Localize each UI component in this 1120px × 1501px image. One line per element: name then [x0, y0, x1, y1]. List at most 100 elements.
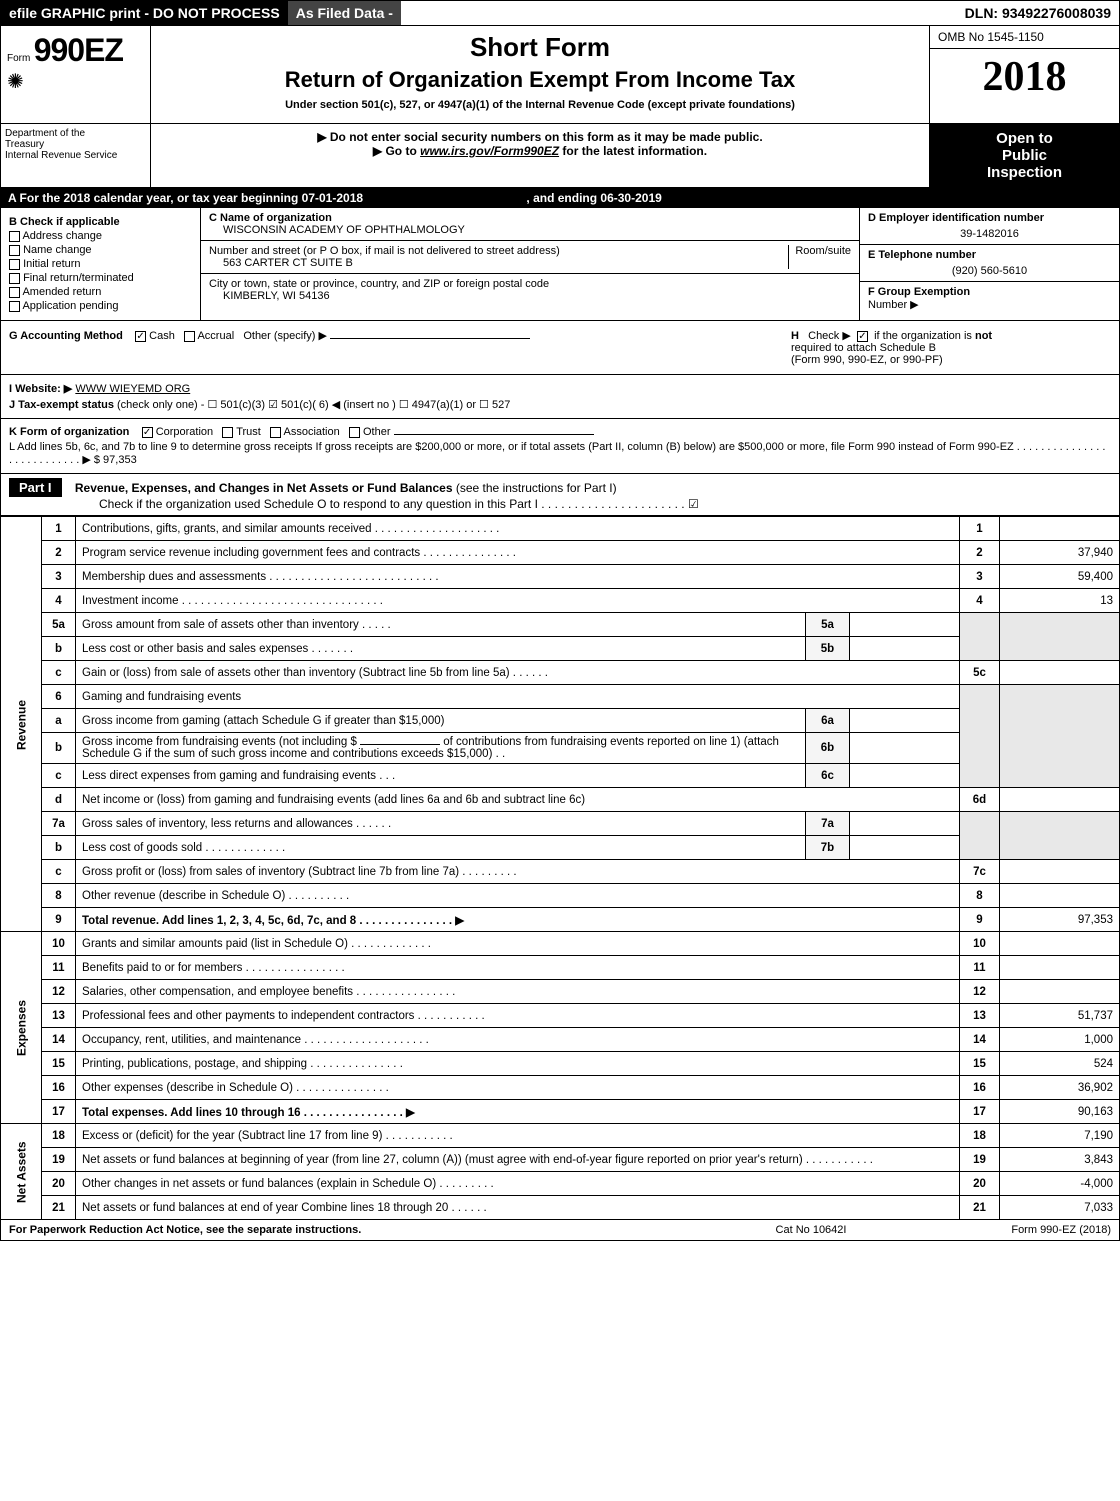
line-amt: 37,940 [1000, 541, 1120, 565]
line-3: 3 Membership dues and assessments . . . … [1, 565, 1120, 589]
org-address: 563 CARTER CT SUITE B [209, 257, 353, 269]
b-item-2: Initial return [9, 258, 192, 270]
line-13: 13 Professional fees and other payments … [1, 1004, 1120, 1028]
line-desc: Other expenses (describe in Schedule O) … [76, 1076, 960, 1100]
line-num: 14 [42, 1028, 76, 1052]
dept-label: Department of the Treasury Internal Reve… [1, 124, 151, 187]
line-num: 5a [42, 613, 76, 637]
sub-ref: 6b [806, 733, 850, 764]
addr-block: Number and street (or P O box, if mail i… [209, 245, 782, 269]
dept-line-3: Internal Revenue Service [5, 150, 146, 161]
line-10: Expenses 10 Grants and similar amounts p… [1, 932, 1120, 956]
org-name: WISCONSIN ACADEMY OF OPHTHALMOLOGY [209, 224, 851, 236]
h-text-2: if the organization is [874, 330, 975, 342]
checkbox-icon[interactable] [857, 331, 868, 342]
b-item-4-label: Amended return [22, 286, 101, 298]
shade-cell [1000, 812, 1120, 860]
line-num: c [42, 764, 76, 788]
checkbox-icon[interactable] [9, 287, 20, 298]
checkbox-icon[interactable] [184, 331, 195, 342]
line-6b: b Gross income from fundraising events (… [1, 733, 1120, 764]
dept-line-1: Department of the [5, 128, 146, 139]
f-row: F Group Exemption Number ▶ [860, 282, 1119, 315]
line-desc: Other changes in net assets or fund bala… [76, 1172, 960, 1196]
k-other-blank[interactable] [394, 434, 594, 435]
line-amt [1000, 932, 1120, 956]
checkbox-icon[interactable] [9, 259, 20, 270]
checkbox-icon[interactable] [9, 273, 20, 284]
c-city-label: City or town, state or province, country… [209, 278, 851, 290]
shade-cell [960, 812, 1000, 860]
goto-link[interactable]: www.irs.gov/Form990EZ [420, 144, 559, 158]
line-11: 11 Benefits paid to or for members . . .… [1, 956, 1120, 980]
line-amt: 51,737 [1000, 1004, 1120, 1028]
line-desc: Gaming and fundraising events [76, 685, 960, 709]
shade-cell [1000, 685, 1120, 788]
line-ref: 16 [960, 1076, 1000, 1100]
topbar-spacer [401, 1, 957, 25]
row-a: A For the 2018 calendar year, or tax yea… [0, 188, 1120, 208]
c-name-row: C Name of organization WISCONSIN ACADEMY… [201, 208, 859, 241]
line-18: Net Assets 18 Excess or (deficit) for th… [1, 1124, 1120, 1148]
line-desc: Less direct expenses from gaming and fun… [76, 764, 806, 788]
revenue-side-label: Revenue [1, 517, 42, 932]
checkbox-icon[interactable] [9, 231, 20, 242]
lines-table: Revenue 1 Contributions, gifts, grants, … [0, 516, 1120, 1220]
line-num: 15 [42, 1052, 76, 1076]
line-desc: Occupancy, rent, utilities, and maintena… [76, 1028, 960, 1052]
sub-ref: 5b [806, 637, 850, 661]
g-other-blank[interactable] [330, 338, 530, 339]
line-ref: 7c [960, 860, 1000, 884]
line-num: d [42, 788, 76, 812]
checkbox-icon[interactable] [349, 427, 360, 438]
line-num: 3 [42, 565, 76, 589]
checkbox-icon[interactable] [222, 427, 233, 438]
line-desc: Gross income from gaming (attach Schedul… [76, 709, 806, 733]
line-desc: Net assets or fund balances at beginning… [76, 1148, 960, 1172]
shade-cell [1000, 613, 1120, 661]
section-gh: G Accounting Method Cash Accrual Other (… [0, 321, 1120, 375]
sub-val [850, 613, 960, 637]
checkbox-icon[interactable] [9, 301, 20, 312]
line-num: 11 [42, 956, 76, 980]
line-6d: d Net income or (loss) from gaming and f… [1, 788, 1120, 812]
h-row: H Check ▶ if the organization is not req… [791, 329, 1111, 366]
line-desc: Professional fees and other payments to … [76, 1004, 960, 1028]
sub-ref: 7b [806, 836, 850, 860]
dln-label: DLN: 93492276008039 [957, 1, 1119, 25]
open-2: Public [934, 147, 1115, 164]
line-6b-blank[interactable] [360, 744, 440, 745]
form-id-box: Form 990EZ ✺ [1, 26, 151, 123]
checkbox-icon[interactable] [270, 427, 281, 438]
checkbox-icon[interactable] [142, 427, 153, 438]
k-other: Other [363, 426, 391, 438]
line-desc: Gross sales of inventory, less returns a… [76, 812, 806, 836]
line-ref: 10 [960, 932, 1000, 956]
checkbox-icon[interactable] [9, 245, 20, 256]
sub-ref: 6a [806, 709, 850, 733]
line-ref: 8 [960, 884, 1000, 908]
section-bcdef: B Check if applicable Address change Nam… [0, 208, 1120, 321]
f-label-2: Number ▶ [868, 299, 919, 311]
line-desc: Printing, publications, postage, and shi… [76, 1052, 960, 1076]
header-instructions: ▶ Do not enter social security numbers o… [151, 124, 929, 187]
website-value[interactable]: WWW WIEYEMD ORG [75, 383, 190, 395]
part1-label: Part I [9, 478, 62, 497]
line-amt [1000, 884, 1120, 908]
b-item-2-label: Initial return [23, 258, 80, 270]
col-def: D Employer identification number 39-1482… [859, 208, 1119, 320]
i-label: I Website: ▶ [9, 383, 72, 395]
line-14: 14 Occupancy, rent, utilities, and maint… [1, 1028, 1120, 1052]
line-ref: 17 [960, 1100, 1000, 1124]
line-desc: Gross income from fundraising events (no… [76, 733, 806, 764]
sub-val [850, 733, 960, 764]
topbar: efile GRAPHIC print - DO NOT PROCESS As … [0, 0, 1120, 26]
b-item-3: Final return/terminated [9, 272, 192, 284]
row-a-text-a: A For the 2018 calendar year, or tax yea… [8, 191, 363, 205]
room-label: Room/suite [788, 245, 851, 269]
line-amt: 97,353 [1000, 908, 1120, 932]
part1-sub: (see the instructions for Part I) [456, 481, 617, 495]
line-num: 19 [42, 1148, 76, 1172]
checkbox-icon[interactable] [135, 331, 146, 342]
line-desc: Investment income . . . . . . . . . . . … [76, 589, 960, 613]
